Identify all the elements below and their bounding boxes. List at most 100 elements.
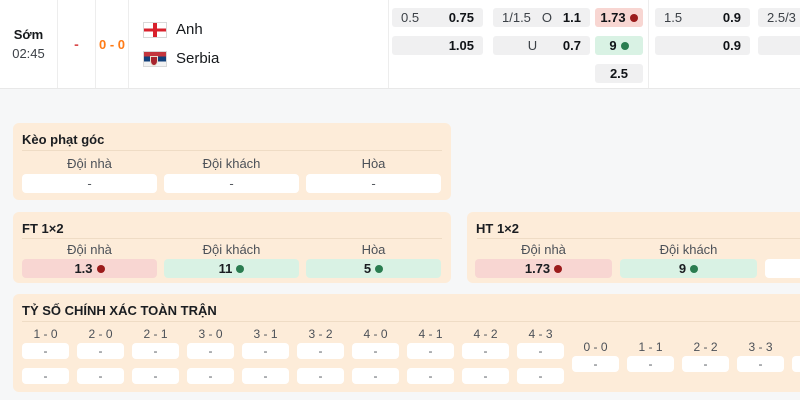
draw-column-header: Hòa (361, 156, 386, 171)
score-odds-home[interactable]: - (242, 343, 289, 359)
odds-1x2-away[interactable]: 9 (595, 36, 643, 55)
trend-up-dot-icon (236, 264, 245, 273)
score-odds-home[interactable]: - (462, 343, 509, 359)
odds-total-ft-under[interactable]: U 0.7 (493, 36, 590, 55)
away-column-header: Đội khách (659, 242, 718, 257)
odds-total-ft-over[interactable]: 1/1.5 O 1.1 (493, 8, 590, 27)
odds-value: 9 (678, 261, 687, 276)
odds-value: 2.5 (609, 66, 629, 81)
home-column-header: Đội nhà (67, 242, 112, 257)
score-odds-away[interactable]: - (22, 368, 69, 384)
total-line: 1/1.5 (502, 10, 531, 25)
score-header: 3 - 1 (253, 327, 278, 341)
odds-value: 11 (218, 261, 233, 276)
score-odds-away[interactable]: - (242, 368, 289, 384)
under-label: U (527, 38, 538, 53)
odds-1x2-draw[interactable]: 2.5 (595, 64, 643, 83)
ft-1x2-title: FT 1×2 (22, 221, 64, 236)
home-team-row: Anh (143, 21, 219, 38)
match-score-cell: 0 - 0 (96, 0, 128, 88)
odds-handicap-ft-away[interactable]: 1.05 (392, 36, 483, 55)
score-odds-away[interactable]: - (407, 368, 454, 384)
score-odds-home[interactable]: - (22, 343, 69, 359)
divider (22, 238, 442, 239)
away-team-name: Serbia (176, 50, 220, 67)
home-column-header: Đội nhà (67, 156, 112, 171)
divider (57, 0, 58, 88)
draw-score-odds[interactable] (792, 356, 800, 372)
divider (95, 0, 96, 88)
draw-score-odds[interactable]: - (682, 356, 729, 372)
match-time-label: Sớm (13, 27, 44, 42)
score-odds-away[interactable]: - (462, 368, 509, 384)
match-status: - (74, 36, 79, 52)
odds-value: 0.7 (562, 38, 581, 53)
score-odds-home[interactable]: - (132, 343, 179, 359)
ft-away-odds[interactable]: 11 (164, 259, 299, 278)
draw-score-odds[interactable]: - (572, 356, 619, 372)
score-odds-home[interactable]: - (407, 343, 454, 359)
score-odds-away[interactable]: - (352, 368, 399, 384)
score-odds-away[interactable]: - (297, 368, 344, 384)
draw-score-odds[interactable]: - (737, 356, 784, 372)
odds-value: 0.75 (448, 10, 474, 25)
corner-draw-odds[interactable]: - (306, 174, 441, 193)
handicap-line: 0.5 (401, 10, 420, 25)
score-odds-away[interactable]: - (132, 368, 179, 384)
odds-total-ht-under[interactable] (758, 36, 800, 55)
score-header: 4 - 1 (418, 327, 443, 341)
serbia-flag-icon (143, 50, 167, 67)
ht-draw-odds[interactable] (765, 259, 800, 278)
ft-1x2-section: FT 1×2 Đội nhà Đội khách Hòa 1.3 11 5 (13, 212, 451, 283)
odds-total-ht-over[interactable]: 2.5/3 (758, 8, 800, 27)
odds-handicap-ht-away[interactable]: 0.9 (655, 36, 750, 55)
corner-away-odds[interactable]: - (164, 174, 299, 193)
draw-score-header: 3 - 3 (748, 340, 773, 354)
home-column-header: Đội nhà (521, 242, 566, 257)
away-column-header: Đội khách (202, 242, 261, 257)
match-header-row: Sớm 02:45 - 0 - 0 Anh Serbia 0.5 0.75 1.… (0, 0, 800, 89)
corner-section-title: Kèo phạt góc (22, 132, 105, 147)
score-odds-home[interactable]: - (187, 343, 234, 359)
match-score: 0 - 0 (98, 36, 125, 52)
score-header: 1 - 0 (33, 327, 58, 341)
odds-handicap-ht-home[interactable]: 1.5 0.9 (655, 8, 750, 27)
over-label: O (541, 10, 552, 25)
divider (22, 150, 442, 151)
score-odds-home[interactable]: - (517, 343, 564, 359)
home-team-name: Anh (176, 21, 203, 38)
score-odds-away[interactable]: - (517, 368, 564, 384)
trend-down-dot-icon (96, 264, 105, 273)
draw-score-odds[interactable]: - (627, 356, 674, 372)
odds-1x2-home[interactable]: 1.73 (595, 8, 643, 27)
score-odds-home[interactable]: - (297, 343, 344, 359)
odds-value: 1.3 (74, 261, 93, 276)
odds-value: 0.9 (722, 38, 741, 53)
match-time: 02:45 (12, 46, 45, 61)
ht-away-odds[interactable]: 9 (620, 259, 757, 278)
corner-home-odds[interactable]: - (22, 174, 157, 193)
divider (128, 0, 129, 88)
odds-value: 1.73 (600, 10, 626, 25)
correct-score-title: TỶ SỐ CHÍNH XÁC TOÀN TRẬN (22, 303, 217, 318)
ht-1x2-section: HT 1×2 Đội nhà Đội khách 1.73 9 (467, 212, 800, 283)
odds-value: 9 (609, 38, 617, 53)
score-odds-away[interactable]: - (77, 368, 124, 384)
odds-value: 0.9 (722, 10, 741, 25)
match-status-cell: - (58, 0, 95, 88)
odds-value: 1.1 (562, 10, 581, 25)
corner-odds-section: Kèo phạt góc Đội nhà Đội khách Hòa - - - (13, 123, 451, 200)
ft-draw-odds[interactable]: 5 (306, 259, 441, 278)
ft-home-odds[interactable]: 1.3 (22, 259, 157, 278)
trend-down-dot-icon (554, 264, 563, 273)
score-odds-away[interactable]: - (187, 368, 234, 384)
score-odds-home[interactable]: - (352, 343, 399, 359)
odds-handicap-ft-home[interactable]: 0.5 0.75 (392, 8, 483, 27)
odds-value: 1.73 (524, 261, 551, 276)
teams-block: Anh Serbia (143, 0, 219, 88)
correct-score-section: TỶ SỐ CHÍNH XÁC TOÀN TRẬN 1 - 0 2 - 0 2 … (13, 294, 800, 392)
score-odds-home[interactable]: - (77, 343, 124, 359)
trend-up-dot-icon (690, 264, 699, 273)
ht-home-odds[interactable]: 1.73 (475, 259, 612, 278)
score-header: 4 - 3 (528, 327, 553, 341)
